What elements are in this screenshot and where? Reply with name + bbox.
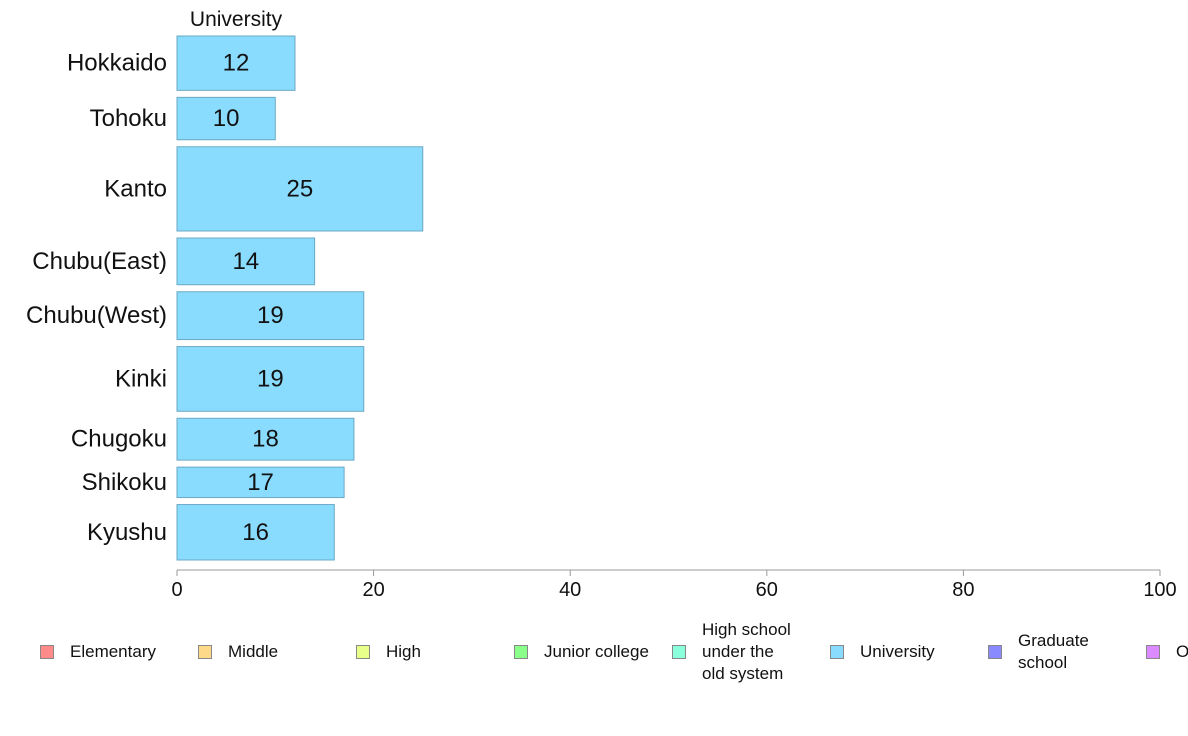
legend-label: Middle <box>228 642 279 661</box>
category-label: Kyushu <box>87 519 167 546</box>
legend-label: Graduate school <box>1018 631 1089 672</box>
legend-swatch <box>356 645 370 659</box>
legend-label: Junior college <box>544 642 649 661</box>
data-label: 16 <box>242 519 269 546</box>
bar-hokkaido <box>176 35 296 91</box>
x-tick-label: 60 <box>756 579 778 601</box>
legend-label: High school under the old system <box>702 620 791 683</box>
legend-swatch <box>1146 645 1160 659</box>
data-label: 18 <box>252 426 279 453</box>
legend-item[interactable]: Others <box>1146 622 1188 682</box>
x-tick-label: 40 <box>559 579 581 601</box>
legend-item[interactable]: University <box>830 622 935 682</box>
legend-label: Elementary <box>70 642 156 661</box>
legend-item[interactable]: Middle <box>198 622 278 682</box>
bar-chubu-east- <box>176 237 316 286</box>
category-label: Chubu(East) <box>32 248 167 275</box>
category-label: Hokkaido <box>67 50 167 77</box>
bar-tohoku <box>176 96 276 141</box>
category-label: Shikoku <box>82 469 167 496</box>
data-label: 12 <box>223 50 250 77</box>
category-label: Kanto <box>104 175 167 202</box>
legend-swatch <box>830 645 844 659</box>
chart-title: University <box>190 8 283 31</box>
legend-swatch <box>198 645 212 659</box>
legend-item[interactable]: High <box>356 622 421 682</box>
bar-kinki <box>176 346 365 412</box>
legend-label: University <box>860 642 935 661</box>
data-label: 14 <box>232 248 259 275</box>
x-tick-label: 0 <box>171 579 182 601</box>
category-label: Chugoku <box>71 426 167 453</box>
data-label: 25 <box>287 175 314 202</box>
legend: Elementary Middle High Junior college High s… <box>0 618 1188 688</box>
bar-kanto <box>176 146 424 232</box>
legend-swatch <box>672 645 686 659</box>
data-label: 19 <box>257 365 284 392</box>
category-label: Tohoku <box>90 105 167 132</box>
bar-shikoku <box>176 466 345 499</box>
bar-chubu-west- <box>176 291 365 341</box>
x-tick-label: 20 <box>362 579 384 601</box>
legend-item[interactable]: Junior college <box>514 622 649 682</box>
bar-kyushu <box>176 504 335 561</box>
legend-label: High <box>386 642 421 661</box>
legend-item[interactable]: High school under the old system <box>672 620 791 683</box>
bar-chart: University Hokkaido 12 Tohoku 10 Kanto 25 Chub… <box>26 8 1177 601</box>
category-label: Kinki <box>115 365 167 392</box>
legend-item[interactable]: Graduate school <box>988 622 1089 682</box>
x-tick-label: 100 <box>1143 579 1176 601</box>
data-label: 19 <box>257 302 284 329</box>
legend-swatch <box>514 645 528 659</box>
category-label: Chubu(West) <box>26 302 167 329</box>
data-label: 17 <box>247 469 274 496</box>
legend-label: Others <box>1176 642 1188 661</box>
data-label: 10 <box>213 105 240 132</box>
legend-item[interactable]: Elementary <box>40 622 156 682</box>
x-tick-label: 80 <box>952 579 974 601</box>
legend-swatch <box>988 645 1002 659</box>
legend-swatch <box>40 645 54 659</box>
bar-chugoku <box>176 417 355 461</box>
